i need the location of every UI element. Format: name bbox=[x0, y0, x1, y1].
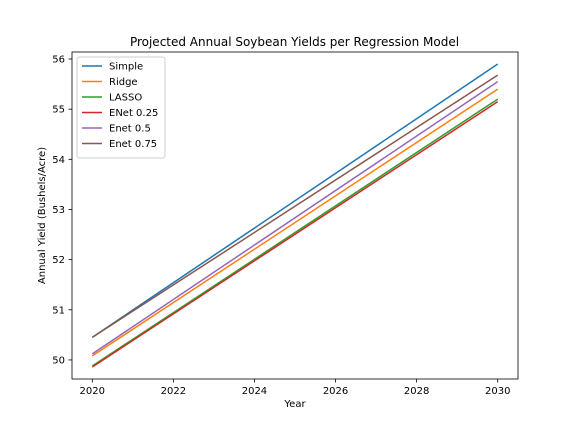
x-tick-label: 2030 bbox=[485, 386, 510, 397]
series-line-5 bbox=[91, 80, 499, 355]
y-tick-label: 56 bbox=[52, 55, 65, 66]
axes-frame bbox=[71, 51, 519, 380]
y-tick-label: 51 bbox=[52, 305, 65, 316]
x-tick-label: 2022 bbox=[161, 386, 186, 397]
y-tick-label: 54 bbox=[52, 155, 65, 166]
series-line-1 bbox=[91, 63, 499, 338]
x-tick-label: 2026 bbox=[323, 386, 348, 397]
x-axis-label: Year bbox=[283, 399, 306, 410]
chart-title: Projected Annual Soybean Yields per Regr… bbox=[130, 35, 459, 49]
series-line-2 bbox=[91, 88, 499, 357]
series-line-4 bbox=[91, 101, 499, 368]
x-tick-label: 2020 bbox=[80, 386, 105, 397]
legend-label: Enet 0.5 bbox=[109, 124, 151, 135]
legend-label: Simple bbox=[109, 62, 143, 73]
legend-label: ENet 0.25 bbox=[109, 108, 158, 119]
series-line-3 bbox=[91, 98, 499, 367]
axis-ticks: 2020 2022 2024 2026 2028 2030 50 51 52 53 54 55 56 bbox=[52, 55, 510, 397]
y-tick-label: 50 bbox=[52, 355, 65, 366]
x-tick-label: 2028 bbox=[404, 386, 429, 397]
legend-label: Enet 0.75 bbox=[109, 139, 157, 150]
series-layer bbox=[91, 63, 499, 368]
y-axis-label: Annual Yield (Bushels/Acre) bbox=[37, 147, 48, 284]
y-tick-label: 55 bbox=[52, 105, 65, 116]
legend-label: Ridge bbox=[109, 77, 138, 88]
y-tick-label: 52 bbox=[52, 255, 65, 266]
y-tick-label: 53 bbox=[52, 205, 65, 216]
x-tick-label: 2024 bbox=[242, 386, 267, 397]
plot-area bbox=[71, 51, 519, 380]
legend: Simple Ridge LASSO ENet 0.25 Enet 0.5 Enet 0.… bbox=[76, 56, 166, 159]
legend-label: LASSO bbox=[109, 93, 142, 104]
series-line-6 bbox=[91, 74, 499, 338]
